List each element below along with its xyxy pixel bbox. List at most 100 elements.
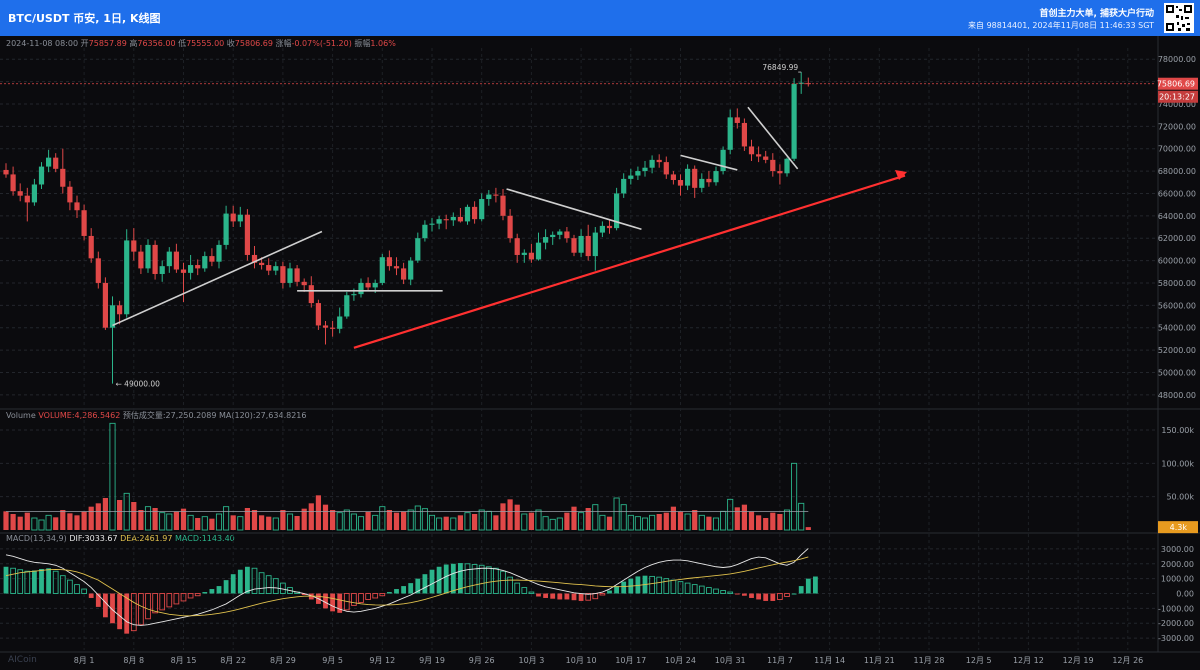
macd-tick-label: 0.00 — [1176, 590, 1194, 599]
volume-bar — [649, 514, 656, 531]
volume-bar — [372, 514, 379, 531]
volume-bar — [436, 517, 443, 531]
price-tick-label: 54000.00 — [1158, 324, 1196, 333]
volume-bar — [259, 515, 265, 530]
volume-bar — [357, 516, 365, 531]
macd-hist-bar — [379, 593, 386, 597]
macd-hist-bar — [337, 593, 343, 613]
candle-body — [422, 224, 428, 239]
candle-body — [685, 168, 691, 186]
volume-bar — [706, 516, 712, 530]
candle-body — [472, 206, 478, 220]
volume-tick-label: 150.00k — [1161, 426, 1194, 435]
volume-bar — [656, 514, 662, 530]
macd-hist-bar — [237, 569, 243, 594]
qr-code-icon — [1164, 3, 1194, 33]
volume-bar — [763, 518, 769, 530]
macd-value: MACD:1143.40 — [175, 534, 235, 543]
volume-bar — [244, 508, 250, 530]
time-tick-label: 11月 28 — [914, 656, 945, 665]
candle-body — [479, 199, 485, 220]
volume-bar — [627, 514, 634, 531]
macd-hist-bar — [734, 593, 740, 595]
volume-bar — [343, 509, 350, 531]
macd-hist-bar — [607, 590, 612, 594]
candle-body — [585, 235, 591, 257]
open-label: 开 — [80, 39, 89, 48]
macd-hist-bar — [500, 570, 506, 594]
volume-bar — [741, 504, 747, 530]
candle-body — [543, 237, 549, 243]
volume-bar — [720, 510, 727, 531]
macd-hist-bar — [180, 593, 187, 602]
macd-hist-bar — [88, 593, 94, 598]
volume-bar — [620, 504, 627, 531]
macd-hist-bar — [365, 593, 371, 600]
macd-hist-bar — [656, 576, 663, 594]
macd-hist-bar — [478, 564, 485, 594]
volume-bar — [613, 497, 620, 531]
macd-hist-bar — [124, 593, 130, 634]
volume-bar — [266, 516, 272, 530]
watermark-logo: AICoin — [8, 655, 37, 665]
macd-hist-bar — [323, 593, 328, 609]
volume-bar — [102, 498, 108, 530]
volume-bar — [10, 514, 16, 530]
macd-hist-bar — [272, 578, 279, 594]
candle-body — [550, 234, 556, 238]
dea-value: DEA:2461.97 — [120, 534, 173, 543]
price-tick-label: 66000.00 — [1158, 189, 1196, 198]
volume-bar — [152, 508, 158, 530]
macd-hist-bar — [649, 575, 655, 594]
macd-hist-bar — [17, 569, 24, 594]
macd-hist-bar — [727, 591, 734, 594]
amplitude-value: 1.06% — [370, 39, 396, 48]
volume-bar — [777, 514, 783, 530]
time-tick-label: 11月 21 — [864, 656, 895, 665]
candle-body — [244, 214, 250, 255]
price-tick-label: 78000.00 — [1158, 55, 1196, 64]
header-bar: BTC/USDT 币安, 1日, K线图 首创主力大单, 捕获大户行动 来自 9… — [0, 0, 1200, 36]
macd-hist-bar — [528, 591, 535, 594]
macd-hist-bar — [258, 572, 265, 594]
macd-hist-bar — [117, 593, 122, 630]
time-tick-label: 8月 15 — [171, 656, 197, 665]
volume-bar — [330, 510, 336, 530]
macd-hist-bar — [813, 576, 818, 594]
macd-hist-bar — [287, 587, 293, 594]
candle-body — [393, 266, 400, 269]
volume-bar — [230, 515, 236, 530]
macd-hist-bar — [301, 593, 307, 595]
candle-body — [46, 157, 52, 167]
header-subline: 来自 98814401, 2024年11月08日 11:46:33 SGT — [968, 21, 1154, 30]
ohlc-date: 2024-11-08 08:00 — [6, 39, 79, 48]
candle-body — [436, 219, 442, 224]
volume-bar — [684, 513, 691, 531]
candle-body — [777, 171, 783, 174]
candle-body — [60, 168, 66, 187]
candle-body — [535, 242, 542, 260]
candle-body — [337, 316, 343, 329]
volume-bar — [17, 516, 23, 530]
macd-tick-label: -2000.00 — [1158, 619, 1194, 628]
volume-tag-bg — [1158, 521, 1198, 534]
volume-bar — [521, 513, 528, 531]
volume-bar — [692, 510, 698, 530]
macd-hist-bar — [749, 593, 754, 598]
price-tick-label: 50000.00 — [1158, 368, 1196, 377]
macd-tick-label: 3000.00 — [1161, 545, 1194, 554]
volume-bar — [478, 509, 485, 531]
macd-hist-bar — [67, 579, 73, 594]
time-tick-label: 8月 1 — [74, 656, 95, 665]
time-tick-label: 11月 7 — [767, 656, 793, 665]
volume-bar — [748, 511, 755, 530]
macd-hist-bar — [394, 589, 399, 594]
time-tick-label: 10月 31 — [715, 656, 746, 665]
volume-bar — [350, 513, 357, 531]
candle-body — [259, 262, 265, 266]
time-tick-label: 12月 26 — [1112, 656, 1143, 665]
volume-bar — [783, 509, 791, 531]
macd-hist-bar — [138, 593, 144, 626]
price-tick-label: 60000.00 — [1158, 257, 1196, 266]
